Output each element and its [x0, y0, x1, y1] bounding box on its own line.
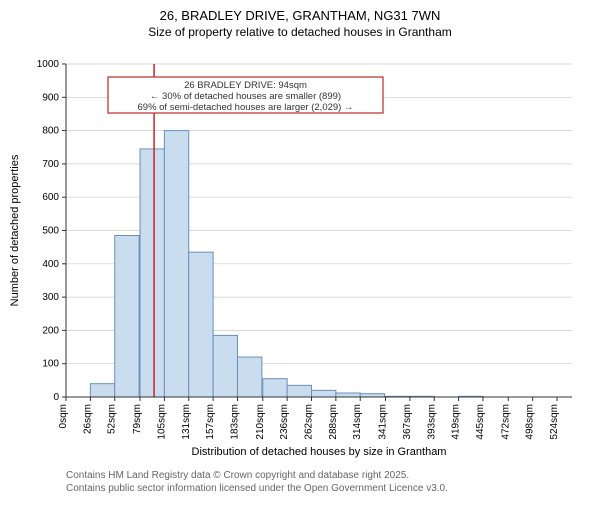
callout-line3: 69% of semi-detached houses are larger (…	[138, 102, 354, 113]
y-tick-label: 300	[42, 292, 59, 303]
x-tick-label: 341sqm	[378, 404, 389, 440]
x-tick-label: 236sqm	[279, 404, 290, 440]
histogram-bar	[336, 393, 360, 397]
histogram-bar	[312, 390, 336, 397]
x-tick-label: 393sqm	[426, 404, 437, 440]
histogram-bar	[164, 131, 188, 397]
x-tick-label: 52sqm	[107, 404, 118, 434]
x-tick-label: 183sqm	[229, 404, 240, 440]
callout-line2: ← 30% of detached houses are smaller (89…	[150, 91, 341, 102]
x-tick-label: 288sqm	[328, 404, 339, 440]
x-tick-label: 105sqm	[156, 404, 167, 440]
histogram-bar	[140, 149, 164, 397]
y-tick-label: 900	[42, 92, 59, 103]
x-tick-label: 419sqm	[451, 404, 462, 440]
y-tick-label: 400	[42, 259, 59, 270]
x-tick-label: 314sqm	[352, 404, 363, 440]
y-tick-label: 0	[53, 392, 59, 403]
footer-line2: Contains public sector information licen…	[66, 483, 448, 494]
y-tick-label: 800	[42, 126, 59, 137]
y-tick-label: 100	[42, 359, 59, 370]
x-tick-label: 157sqm	[205, 404, 216, 440]
x-tick-label: 445sqm	[475, 404, 486, 440]
y-tick-label: 200	[42, 325, 59, 336]
x-tick-label: 0sqm	[58, 404, 69, 428]
histogram-bar	[287, 385, 311, 397]
y-tick-label: 600	[42, 192, 59, 203]
x-tick-label: 472sqm	[500, 404, 511, 440]
x-tick-label: 524sqm	[549, 404, 560, 440]
histogram-bar	[213, 335, 237, 397]
x-tick-label: 131sqm	[181, 404, 192, 440]
histogram-bar	[237, 357, 261, 397]
callout-line1: 26 BRADLEY DRIVE: 94sqm	[184, 80, 307, 91]
histogram-bar	[115, 235, 139, 397]
y-tick-label: 700	[42, 159, 59, 170]
x-tick-label: 79sqm	[132, 404, 143, 434]
x-tick-label: 262sqm	[304, 404, 315, 440]
histogram-bar	[189, 252, 213, 397]
y-tick-label: 1000	[37, 59, 60, 70]
x-axis-label: Distribution of detached houses by size …	[192, 446, 447, 458]
title-line2: Size of property relative to detached ho…	[148, 25, 452, 39]
y-axis-label: Number of detached properties	[9, 154, 21, 306]
title-line1: 26, BRADLEY DRIVE, GRANTHAM, NG31 7WN	[160, 8, 441, 23]
histogram-bar	[90, 384, 114, 397]
histogram-chart: 26, BRADLEY DRIVE, GRANTHAM, NG31 7WN Siz…	[0, 0, 600, 500]
y-tick-label: 500	[42, 226, 59, 237]
x-tick-label: 210sqm	[255, 404, 266, 440]
x-tick-label: 498sqm	[525, 404, 536, 440]
histogram-bar	[263, 379, 287, 397]
x-tick-label: 26sqm	[82, 404, 93, 434]
footer-line1: Contains HM Land Registry data © Crown c…	[66, 470, 409, 481]
x-tick-label: 367sqm	[402, 404, 413, 440]
